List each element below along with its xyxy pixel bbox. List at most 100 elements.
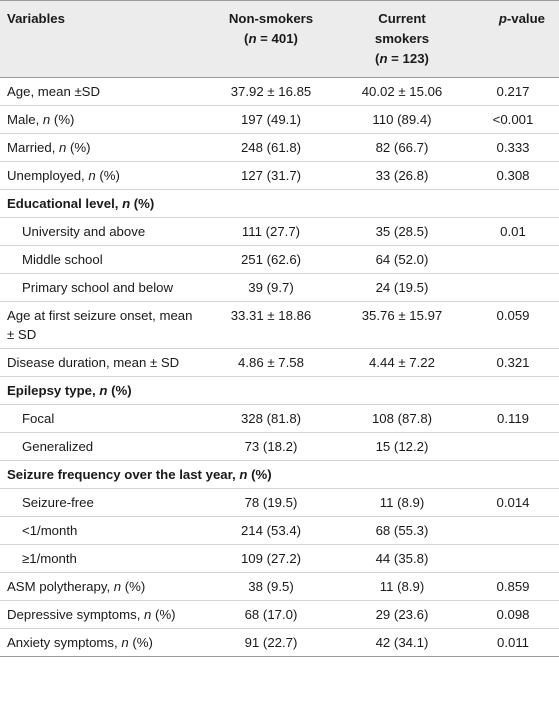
section-row: Epilepsy type, n (%) xyxy=(0,376,559,405)
table-row: Generalized 73 (18.2) 15 (12.2) xyxy=(0,432,559,461)
p-value: 0.059 xyxy=(467,301,559,349)
table-row: Middle school 251 (62.6) 64 (52.0) xyxy=(0,245,559,274)
row-label: Focal xyxy=(0,404,205,433)
non-smokers-value: 33.31 ± 18.86 xyxy=(205,301,337,349)
p-value xyxy=(467,245,559,274)
table-row: Age, mean ±SD 37.92 ± 16.85 40.02 ± 15.06 0… xyxy=(0,77,559,106)
table-row: Married, n (%) 248 (61.8) 82 (66.7) 0.333 xyxy=(0,133,559,162)
non-smokers-value: 328 (81.8) xyxy=(205,404,337,433)
p-value: 0.217 xyxy=(467,77,559,106)
current-smokers-value: 44 (35.8) xyxy=(337,544,467,573)
p-value: 0.119 xyxy=(467,404,559,433)
current-smokers-value: 64 (52.0) xyxy=(337,245,467,274)
table-row: Focal 328 (81.8) 108 (87.8) 0.119 xyxy=(0,404,559,433)
table-row: ≥1/month 109 (27.2) 44 (35.8) xyxy=(0,544,559,573)
header-non-smokers: Non-smokers (n = 401) xyxy=(205,1,337,78)
non-smokers-value: 251 (62.6) xyxy=(205,245,337,274)
section-label: Educational level, n (%) xyxy=(0,189,559,218)
current-smokers-value: 110 (89.4) xyxy=(337,105,467,134)
p-value: 0.321 xyxy=(467,348,559,377)
non-smokers-value: 37.92 ± 16.85 xyxy=(205,77,337,106)
current-smokers-value: 42 (34.1) xyxy=(337,628,467,657)
current-smokers-value: 82 (66.7) xyxy=(337,133,467,162)
header-current-label-2: smokers xyxy=(374,31,430,46)
non-smokers-value: 68 (17.0) xyxy=(205,600,337,629)
header-non-smokers-n: (n = 401) xyxy=(244,31,298,46)
p-value xyxy=(467,516,559,545)
p-value xyxy=(467,273,559,302)
table-row: Seizure-free 78 (19.5) 11 (8.9) 0.014 xyxy=(0,488,559,517)
table-row: Age at first seizure onset, mean ± SD 33.… xyxy=(0,301,559,349)
non-smokers-value: 4.86 ± 7.58 xyxy=(205,348,337,377)
non-smokers-value: 38 (9.5) xyxy=(205,572,337,601)
header-current-smokers: Current smokers (n = 123) xyxy=(337,1,467,78)
current-smokers-value: 4.44 ± 7.22 xyxy=(337,348,467,377)
row-label: Seizure-free xyxy=(0,488,205,517)
non-smokers-value: 91 (22.7) xyxy=(205,628,337,657)
non-smokers-value: 109 (27.2) xyxy=(205,544,337,573)
current-smokers-value: 35 (28.5) xyxy=(337,217,467,246)
header-variables: Variables xyxy=(7,11,65,26)
p-value: <0.001 xyxy=(467,105,559,134)
table-row: Unemployed, n (%) 127 (31.7) 33 (26.8) 0.30… xyxy=(0,161,559,190)
current-smokers-value: 35.76 ± 15.97 xyxy=(337,301,467,349)
header-current-label-1: Current xyxy=(378,11,426,26)
non-smokers-value: 73 (18.2) xyxy=(205,432,337,461)
current-smokers-value: 29 (23.6) xyxy=(337,600,467,629)
table-row: ASM polytherapy, n (%) 38 (9.5) 11 (8.9) 0.… xyxy=(0,572,559,601)
header-pvalue: p-value xyxy=(498,11,545,26)
p-value xyxy=(467,432,559,461)
p-value: 0.859 xyxy=(467,572,559,601)
header-row: Variables Non-smokers (n = 401) Current … xyxy=(0,0,559,78)
non-smokers-value: 111 (27.7) xyxy=(205,217,337,246)
row-label: Primary school and below xyxy=(0,273,205,302)
table-header: Variables Non-smokers (n = 401) Current … xyxy=(0,0,559,78)
row-label: Depressive symptoms, n (%) xyxy=(0,600,205,629)
section-row: Seizure frequency over the last year, n … xyxy=(0,460,559,489)
table-row: Disease duration, mean ± SD 4.86 ± 7.58 4.… xyxy=(0,348,559,377)
row-label: ≥1/month xyxy=(0,544,205,573)
p-value xyxy=(467,544,559,573)
non-smokers-value: 127 (31.7) xyxy=(205,161,337,190)
non-smokers-value: 39 (9.7) xyxy=(205,273,337,302)
row-label: Age at first seizure onset, mean ± SD xyxy=(0,301,205,349)
table-body: Age, mean ±SD 37.92 ± 16.85 40.02 ± 15.06 0… xyxy=(0,77,559,657)
p-value: 0.333 xyxy=(467,133,559,162)
p-value: 0.308 xyxy=(467,161,559,190)
row-label: Disease duration, mean ± SD xyxy=(0,348,205,377)
row-label: Anxiety symptoms, n (%) xyxy=(0,628,205,657)
table-row: Depressive symptoms, n (%) 68 (17.0) 29 (2… xyxy=(0,600,559,629)
header-current-n: (n = 123) xyxy=(375,51,429,66)
non-smokers-value: 248 (61.8) xyxy=(205,133,337,162)
table-row: Primary school and below 39 (9.7) 24 (19.5… xyxy=(0,273,559,302)
table-row: University and above 111 (27.7) 35 (28.5) 0… xyxy=(0,217,559,246)
p-value: 0.01 xyxy=(467,217,559,246)
non-smokers-value: 78 (19.5) xyxy=(205,488,337,517)
current-smokers-value: 108 (87.8) xyxy=(337,404,467,433)
row-label: Male, n (%) xyxy=(0,105,205,134)
row-label: Unemployed, n (%) xyxy=(0,161,205,190)
current-smokers-value: 15 (12.2) xyxy=(337,432,467,461)
table-row: <1/month 214 (53.4) 68 (55.3) xyxy=(0,516,559,545)
current-smokers-value: 11 (8.9) xyxy=(337,488,467,517)
current-smokers-value: 33 (26.8) xyxy=(337,161,467,190)
section-label: Seizure frequency over the last year, n … xyxy=(0,460,559,489)
data-table: Variables Non-smokers (n = 401) Current … xyxy=(0,0,559,657)
p-value: 0.014 xyxy=(467,488,559,517)
non-smokers-value: 214 (53.4) xyxy=(205,516,337,545)
current-smokers-value: 40.02 ± 15.06 xyxy=(337,77,467,106)
header-non-smokers-label: Non-smokers xyxy=(228,11,314,26)
section-label: Epilepsy type, n (%) xyxy=(0,376,559,405)
row-label: University and above xyxy=(0,217,205,246)
row-label: Generalized xyxy=(0,432,205,461)
table-row: Anxiety symptoms, n (%) 91 (22.7) 42 (34.1… xyxy=(0,628,559,657)
table-row: Male, n (%) 197 (49.1) 110 (89.4) <0.001 xyxy=(0,105,559,134)
row-label: Age, mean ±SD xyxy=(0,77,205,106)
non-smokers-value: 197 (49.1) xyxy=(205,105,337,134)
section-row: Educational level, n (%) xyxy=(0,189,559,218)
current-smokers-value: 68 (55.3) xyxy=(337,516,467,545)
current-smokers-value: 24 (19.5) xyxy=(337,273,467,302)
row-label: Married, n (%) xyxy=(0,133,205,162)
p-value: 0.011 xyxy=(467,628,559,657)
row-label: <1/month xyxy=(0,516,205,545)
